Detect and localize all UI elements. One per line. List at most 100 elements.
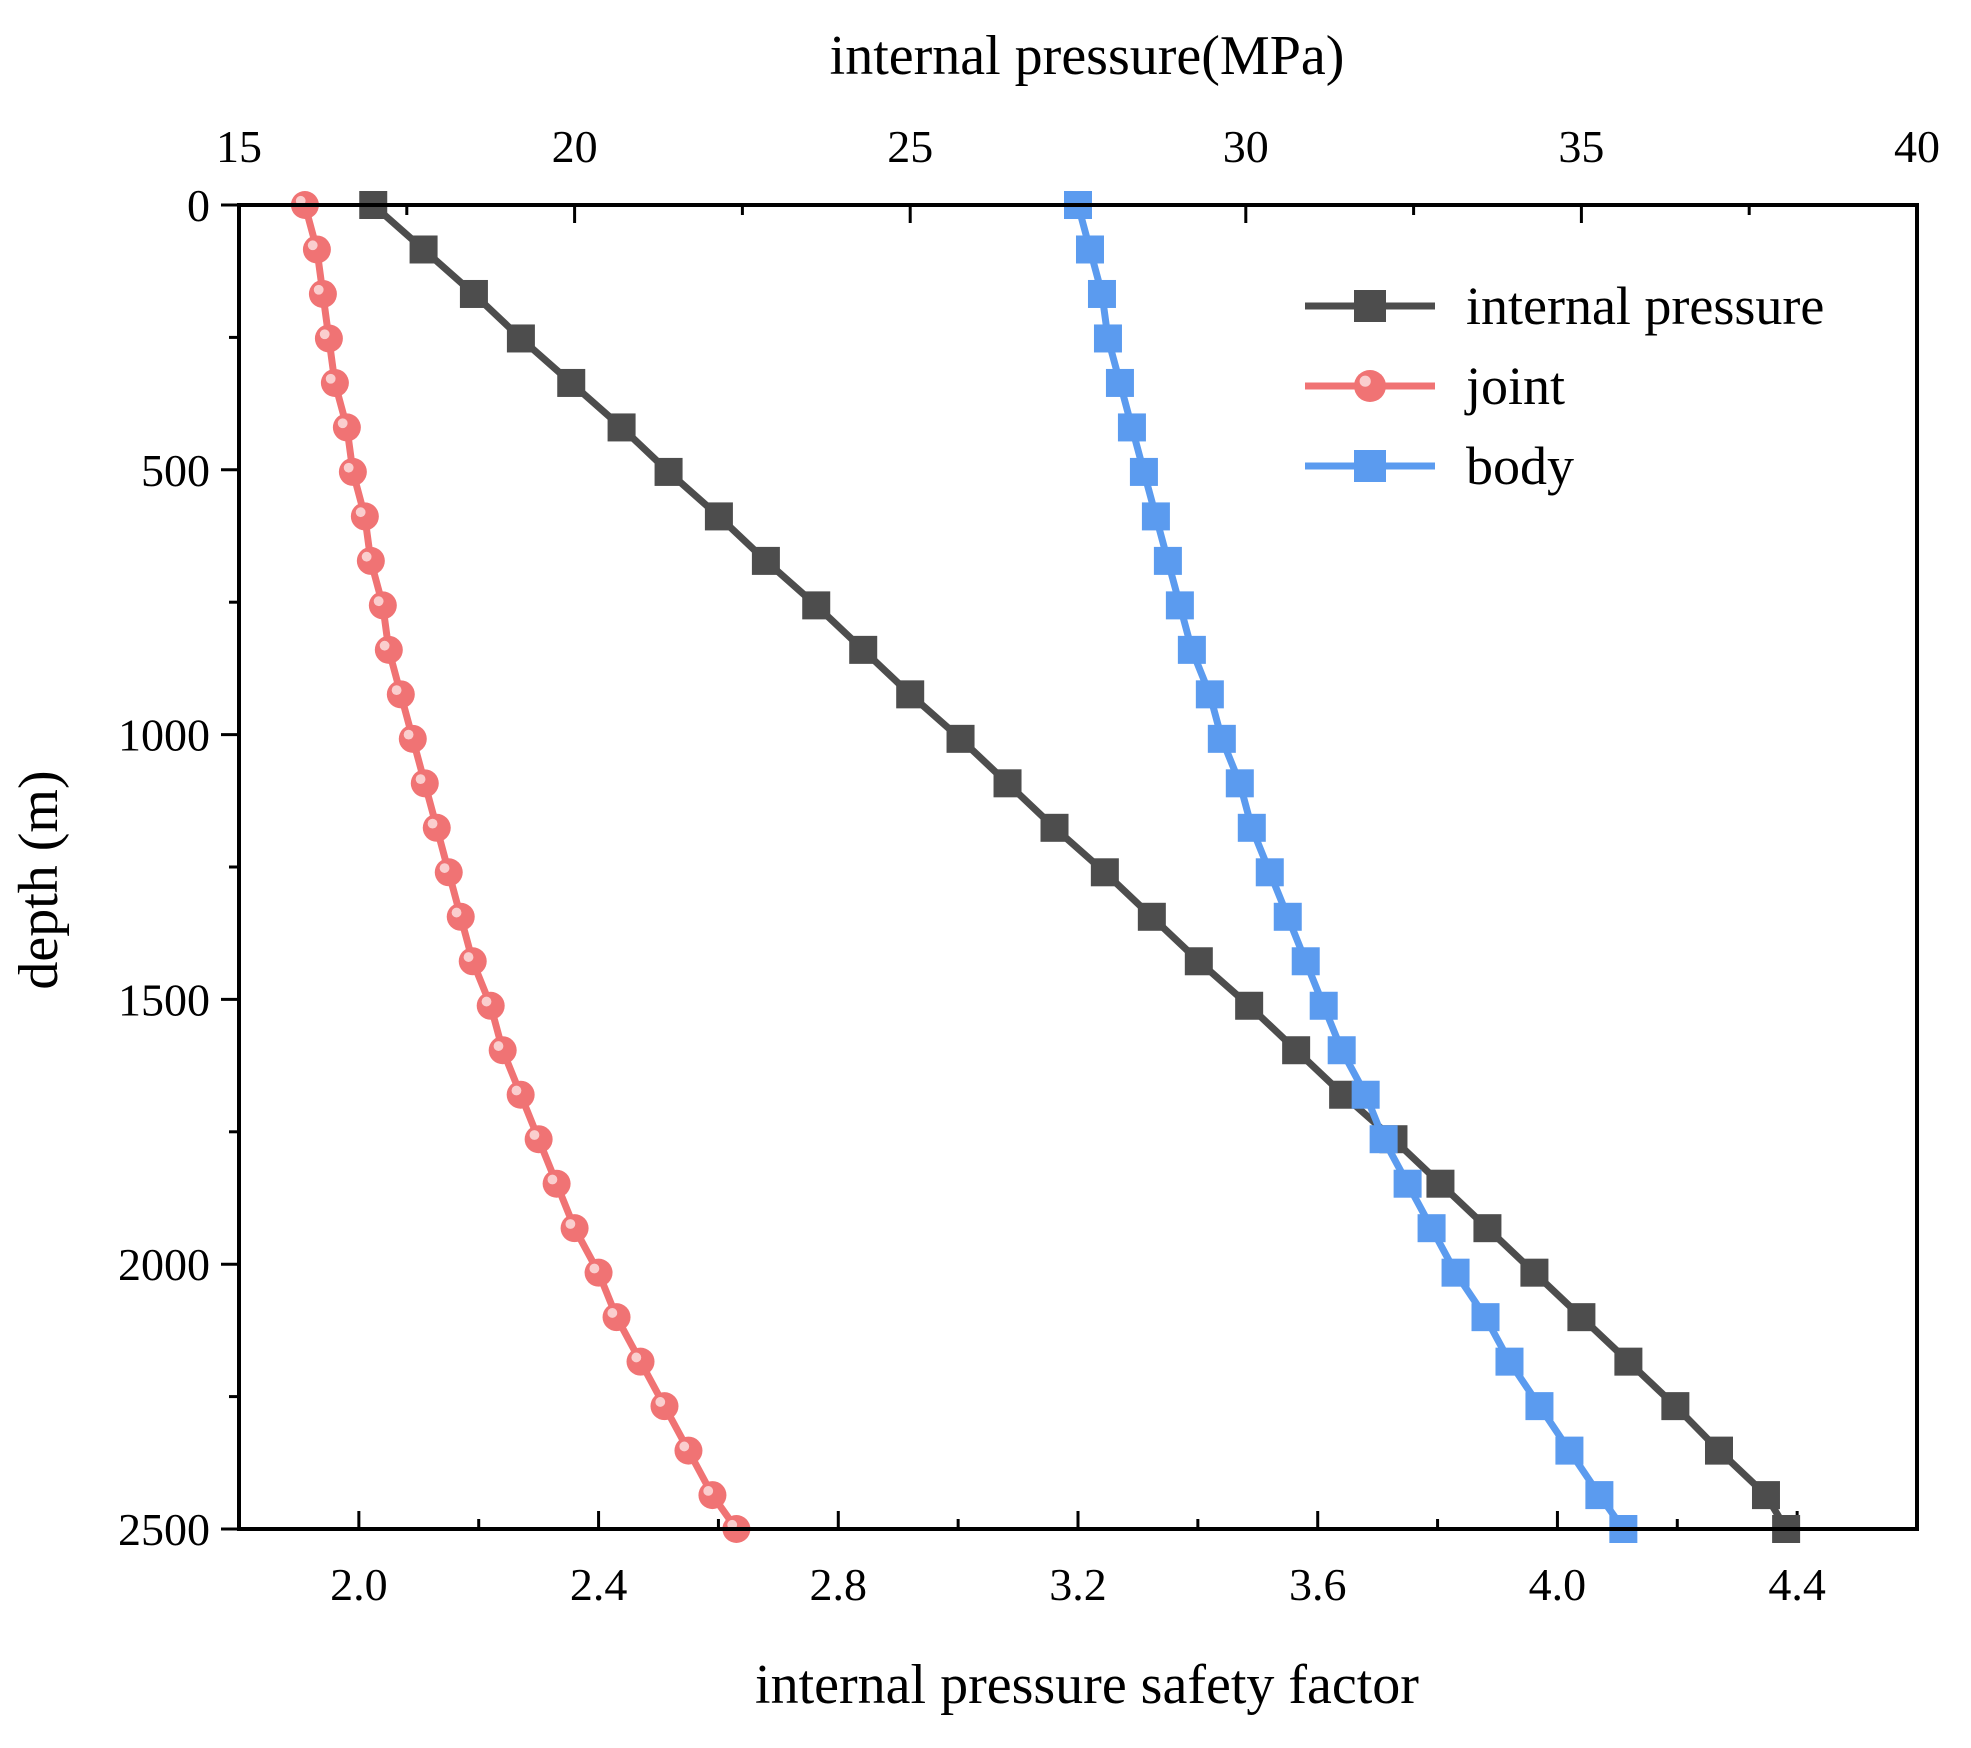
data-point (1473, 1214, 1502, 1243)
top-tick-label: 15 (216, 121, 262, 172)
left-tick-label: 500 (141, 445, 210, 496)
data-point (751, 546, 780, 575)
data-point-highlight (319, 329, 330, 340)
data-point (308, 279, 337, 308)
legend: internal pressure joint body (1305, 276, 1824, 496)
data-point (1567, 1303, 1596, 1332)
data-point-highlight (679, 1441, 690, 1452)
data-point (320, 368, 349, 397)
data-point (1520, 1258, 1549, 1287)
data-point (410, 769, 439, 798)
data-point-highlight (589, 1263, 600, 1274)
data-point (1495, 1347, 1524, 1376)
data-point (398, 724, 427, 753)
bottom-tick-label: 3.2 (1049, 1559, 1107, 1610)
data-point-highlight (391, 685, 402, 696)
data-point (1153, 546, 1182, 575)
legend-label: internal pressure (1466, 276, 1824, 336)
data-point (458, 947, 487, 976)
data-point (1555, 1436, 1584, 1465)
data-point (1273, 902, 1302, 931)
series-body (1064, 191, 1638, 1543)
data-point (1704, 1436, 1733, 1465)
data-point-highlight (307, 240, 318, 251)
data-point-highlight (439, 863, 450, 873)
data-point (1255, 858, 1284, 887)
data-point (302, 235, 331, 264)
left-tick-label: 1000 (118, 710, 210, 761)
data-point (1090, 858, 1119, 887)
data-point (602, 1303, 631, 1332)
data-point (386, 680, 415, 709)
data-point (674, 1436, 703, 1465)
top-tick-label: 30 (1223, 121, 1269, 172)
data-point (849, 635, 878, 664)
data-point-highlight (631, 1352, 642, 1363)
bottom-axis-title: internal pressure safety factor (755, 1654, 1419, 1716)
data-point-highlight (373, 596, 384, 607)
data-point (698, 1481, 727, 1510)
data-point (422, 813, 451, 842)
data-point-highlight (547, 1174, 558, 1185)
data-point (1141, 502, 1170, 531)
legend-entry: internal pressure (1305, 276, 1824, 336)
data-point (1237, 813, 1266, 842)
left-tick-label: 1500 (118, 974, 210, 1025)
data-point-highlight (379, 640, 390, 651)
data-point-highlight (493, 1041, 504, 1051)
data-point (1291, 947, 1320, 976)
top-tick-label: 25 (887, 121, 933, 172)
data-point (584, 1258, 613, 1287)
left-axis-ticks: 0 500 1000 1500 2000 2500 (118, 180, 239, 1555)
data-point (338, 457, 367, 486)
bottom-tick-label: 4.0 (1529, 1559, 1587, 1610)
legend-label: body (1466, 436, 1574, 496)
data-point (332, 413, 361, 442)
data-point (1661, 1392, 1690, 1421)
data-point (1195, 680, 1224, 709)
legend-swatch-marker (1354, 290, 1386, 322)
data-point-highlight (343, 462, 354, 473)
data-point-highlight (325, 373, 336, 384)
data-point (1751, 1481, 1780, 1510)
data-point (1235, 991, 1264, 1020)
data-point (1426, 1169, 1455, 1198)
bottom-tick-label: 2.0 (330, 1559, 388, 1610)
data-point (1137, 902, 1166, 931)
data-point-highlight (361, 551, 372, 562)
data-point (1282, 1036, 1311, 1065)
data-point-highlight (337, 418, 348, 429)
data-point (1417, 1214, 1446, 1243)
data-point (1165, 591, 1194, 620)
data-point-highlight (607, 1308, 618, 1318)
data-point (1525, 1392, 1554, 1421)
bottom-tick-label: 3.6 (1289, 1559, 1347, 1610)
data-point-highlight (565, 1219, 576, 1229)
data-point-highlight (481, 996, 492, 1007)
data-point-highlight (703, 1486, 714, 1496)
data-point (524, 1125, 553, 1154)
data-point (1441, 1258, 1470, 1287)
data-point (650, 1392, 679, 1421)
data-point (459, 279, 488, 308)
data-point (314, 324, 343, 353)
data-point (350, 502, 379, 531)
legend-swatch-marker (1354, 370, 1386, 402)
series-line (301, 204, 740, 1532)
data-point-highlight (451, 907, 462, 918)
data-point-highlight (529, 1130, 540, 1140)
data-point (1393, 1169, 1422, 1198)
data-point (476, 991, 505, 1020)
data-point (1093, 324, 1122, 353)
data-point (1585, 1481, 1614, 1510)
bottom-tick-label: 2.8 (810, 1559, 868, 1610)
data-point (560, 1214, 589, 1243)
top-tick-label: 40 (1894, 121, 1940, 172)
series-internal-pressure (359, 191, 1801, 1543)
top-axis-title: internal pressure(MPa) (830, 25, 1345, 87)
legend-label: joint (1464, 356, 1565, 416)
plot-frame (237, 203, 1919, 1531)
top-tick-label: 20 (552, 121, 598, 172)
data-point (654, 457, 683, 486)
data-point (896, 680, 925, 709)
